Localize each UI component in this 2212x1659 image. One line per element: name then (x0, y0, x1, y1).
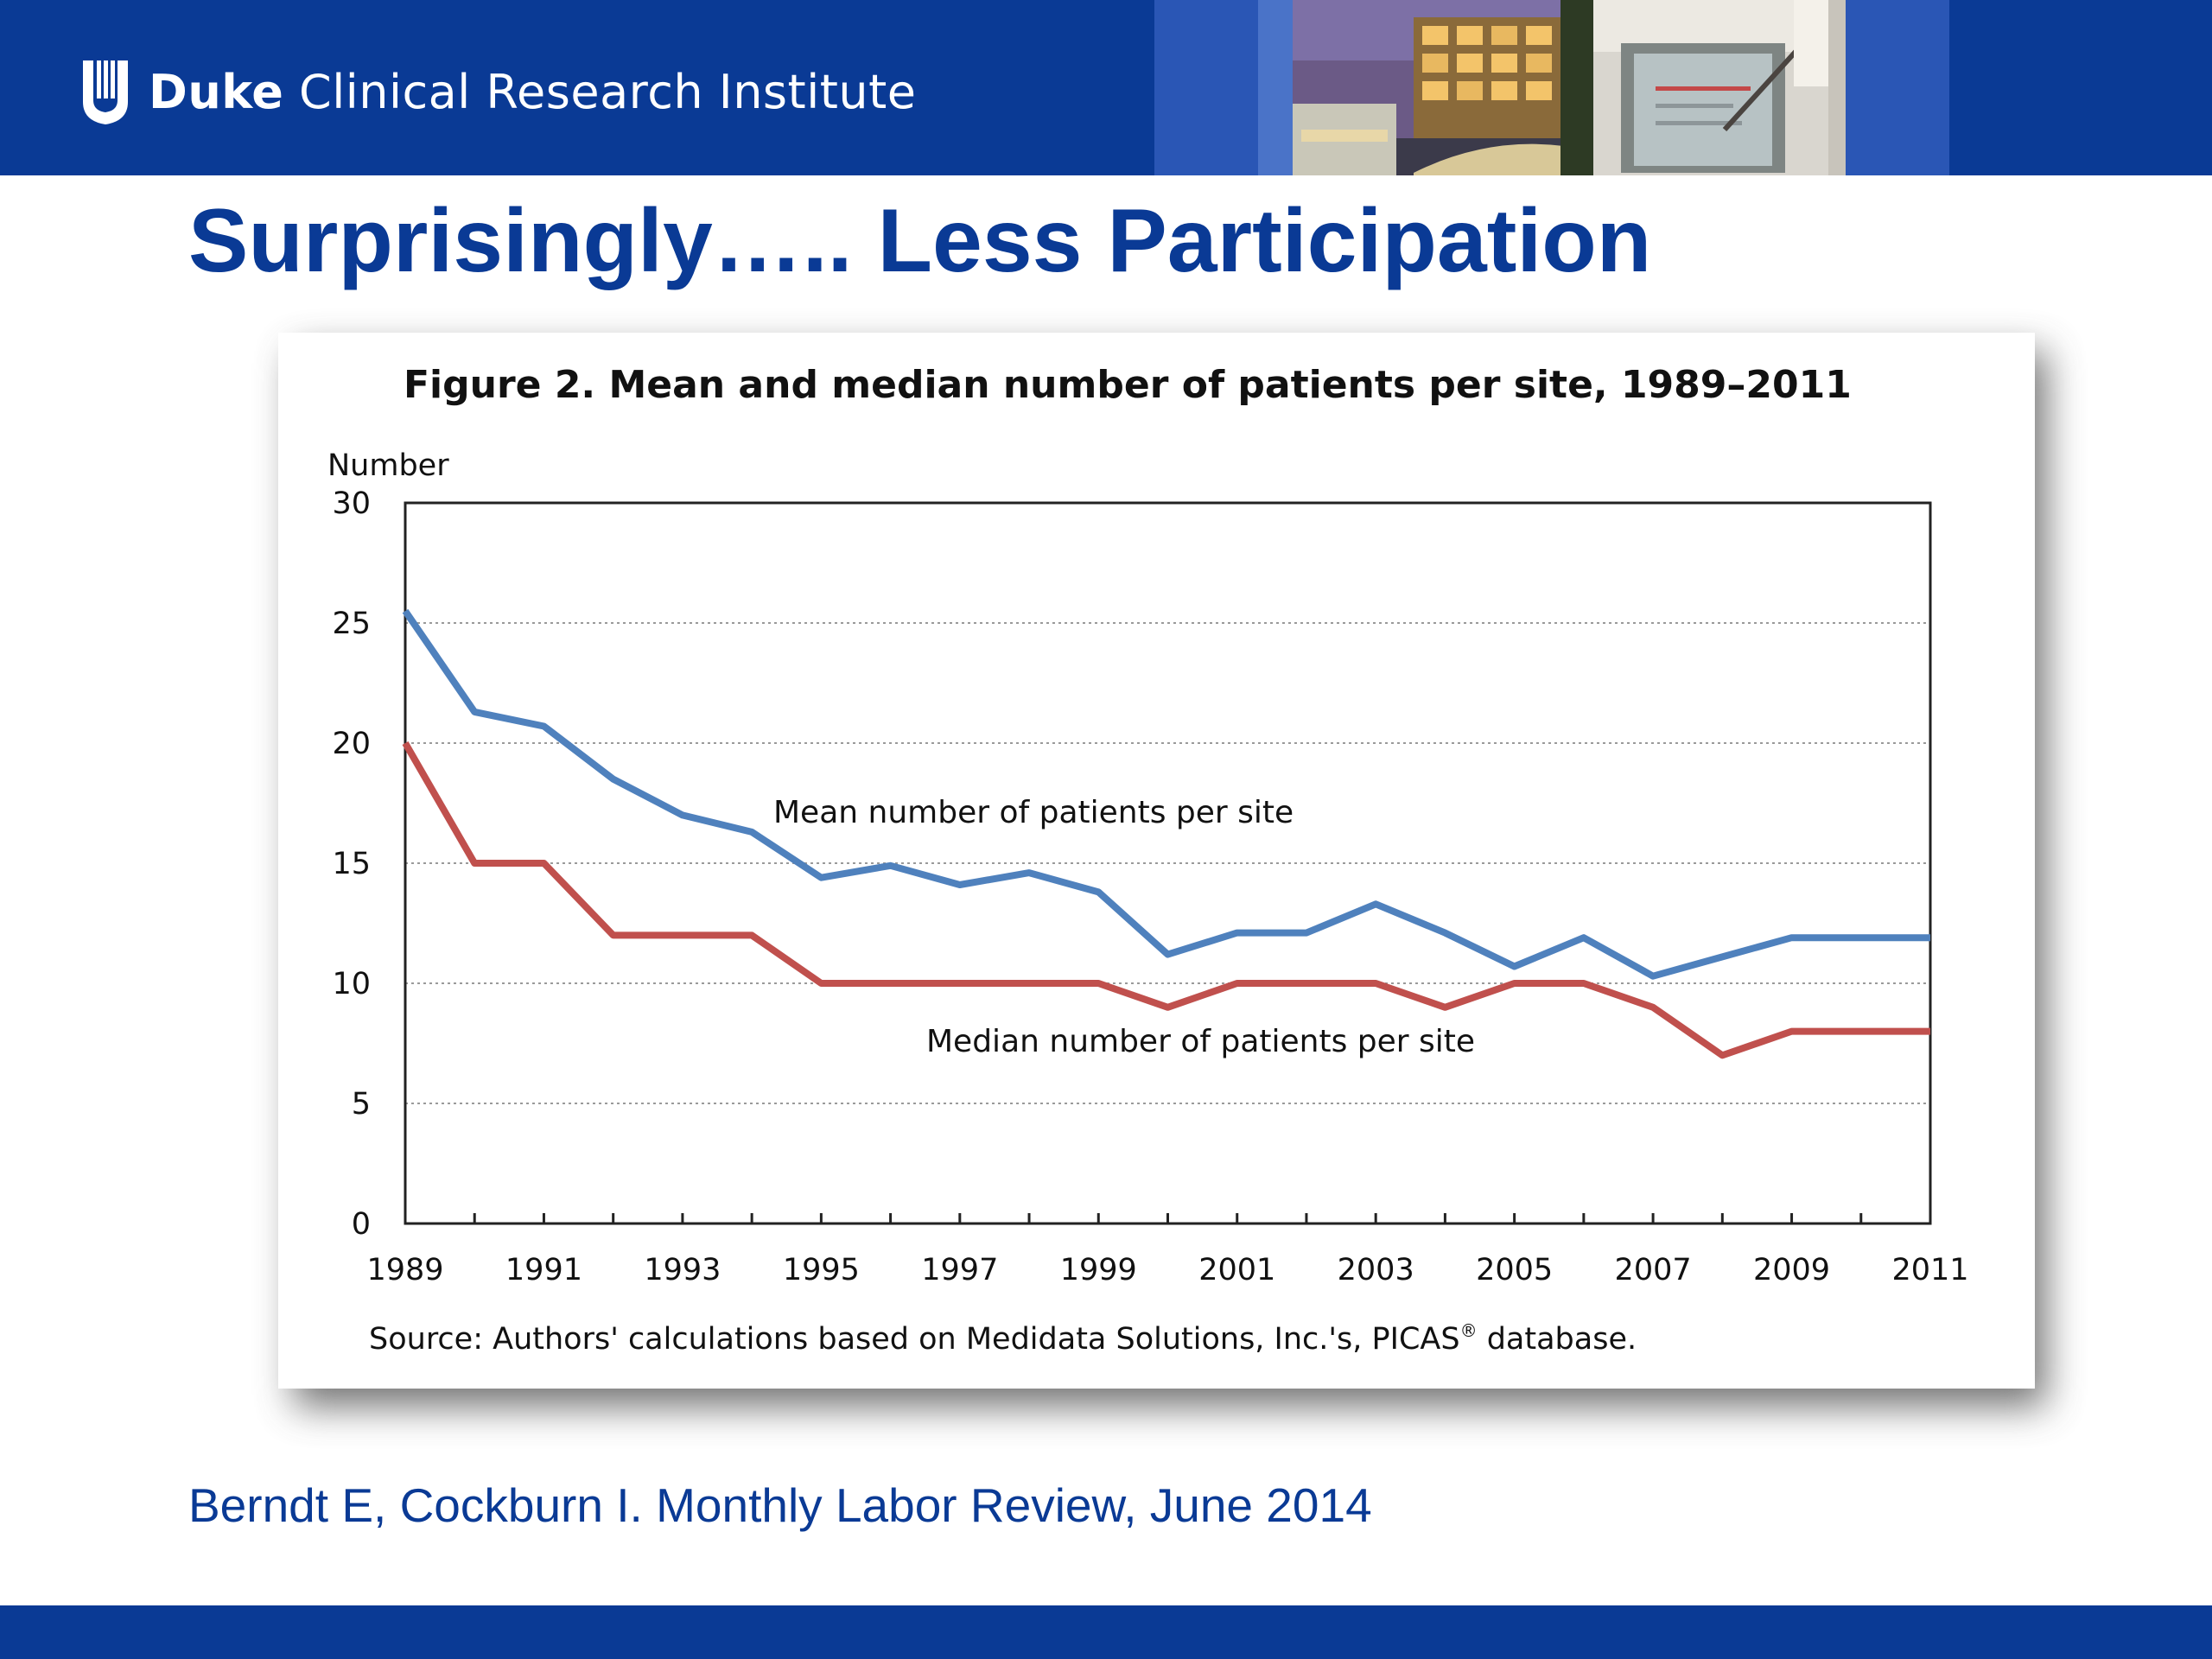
mean-series-line (402, 608, 1930, 980)
y-tick-label: 20 (332, 727, 371, 761)
y-tick-label: 5 (352, 1087, 371, 1122)
chart-title: Figure 2. Mean and median number of pati… (404, 363, 1852, 407)
header-bar: Duke Clinical Research Institute (0, 0, 2212, 175)
x-tick-label: 1993 (644, 1253, 721, 1287)
tablet-writing-image (1593, 0, 1846, 175)
axis-ticks: 0 5 10 15 20 25 30 1989 1991 1993 1995 1997 1999 2001… (332, 486, 1968, 1287)
x-tick-label: 2009 (1753, 1253, 1830, 1287)
registered-mark: ® (1460, 1320, 1478, 1341)
figure-panel: Figure 2. Mean and median number of pati… (278, 333, 2035, 1389)
duke-shield-icon (83, 60, 128, 124)
slide-citation: Berndt E, Cockburn I. Monthly Labor Revi… (188, 1478, 1372, 1532)
median-series-line (402, 741, 1930, 1059)
x-tick-label: 2001 (1198, 1253, 1275, 1287)
x-tick-label: 2011 (1891, 1253, 1968, 1287)
y-tick-label: 15 (332, 847, 371, 881)
slide-title: Surprisingly….. Less Participation (188, 191, 1652, 291)
series-lines (402, 608, 1930, 1059)
x-tick-label: 1989 (366, 1253, 443, 1287)
mean-series-label: Mean number of patients per site (773, 795, 1294, 830)
chart-source-note: Source: Authors' calculations based on M… (369, 1320, 1637, 1357)
x-tick-label: 1991 (505, 1253, 582, 1287)
hospital-building-image (1293, 0, 1593, 175)
x-tick-label: 2007 (1615, 1253, 1692, 1287)
header-photo-strip (1154, 0, 1949, 175)
brand-name-bold: Duke (149, 64, 284, 119)
source-text-end: database. (1478, 1322, 1637, 1357)
duke-logo: Duke Clinical Research Institute (81, 57, 917, 126)
median-series-label: Median number of patients per site (926, 1024, 1475, 1059)
footer-bar (0, 1605, 2212, 1659)
x-tick-label: 1995 (783, 1253, 860, 1287)
x-tick-label: 1999 (1060, 1253, 1137, 1287)
x-tick-label: 2005 (1476, 1253, 1553, 1287)
gridlines (405, 622, 1930, 1104)
y-tick-label: 10 (332, 967, 371, 1001)
y-tick-label: 30 (332, 486, 371, 521)
source-text: Source: Authors' calculations based on M… (369, 1322, 1460, 1357)
y-axis-label: Number (327, 448, 449, 483)
institute-name: Duke Clinical Research Institute (149, 65, 917, 119)
line-chart: Figure 2. Mean and median number of pati… (327, 363, 1969, 1357)
y-tick-label: 0 (352, 1207, 371, 1242)
y-tick-label: 25 (332, 607, 371, 641)
x-tick-label: 2003 (1338, 1253, 1414, 1287)
brand-name-rest: Clinical Research Institute (299, 64, 917, 119)
x-tick-label: 1997 (921, 1253, 998, 1287)
